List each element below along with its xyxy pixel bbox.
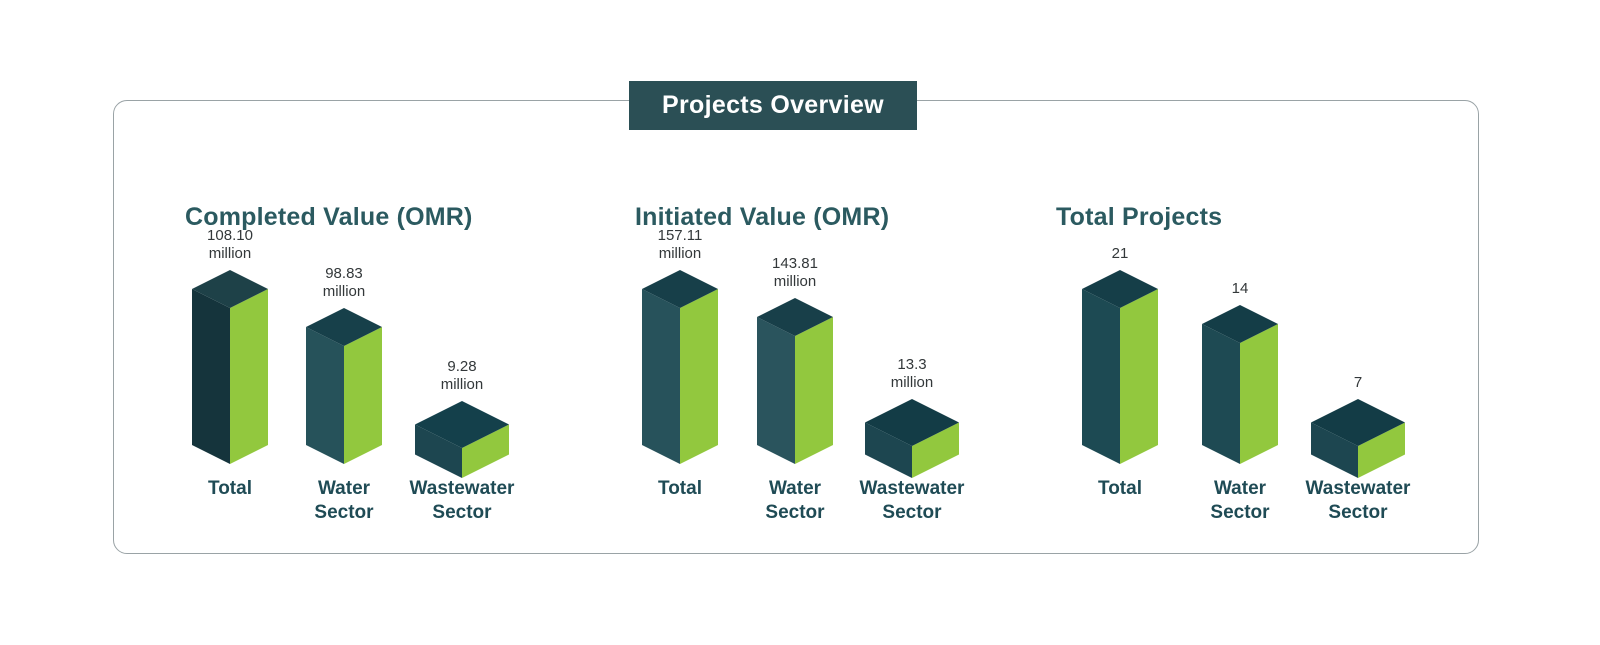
value-label-line: million [208,245,252,262]
chart-group-initiated-value: Initiated Value (OMR) 157.11 million Total… [600,160,1030,590]
category-label-wastewater-sector: Wastewater Sector [837,477,987,525]
bar-water-sector-right-face [795,317,833,464]
bar-total-right-face [230,289,268,464]
chart-title-completed-value: Completed Value (OMR) [185,202,473,231]
bar-total-top-face [642,270,718,308]
bar-water-sector-top-face [757,298,833,336]
value-label-line: 9.28 [447,358,477,375]
category-label-line: Water [1213,478,1267,499]
bar-water-sector-left-face [1202,324,1240,464]
value-label-line: 13.3 [897,356,927,373]
category-label-line: Sector [765,502,825,523]
bar-wastewater-sector-right-face [1358,422,1405,478]
category-label-line: Wastewater [409,478,515,499]
value-label-water-sector: 143.81 million [730,255,860,291]
bar-water-sector-top-face [306,308,382,346]
bar-wastewater-sector-left-face [1311,422,1358,478]
value-label-line: 7 [1353,374,1363,391]
value-label-wastewater-sector: 7 [1293,374,1423,392]
bar-wastewater-sector-right-face [462,424,509,478]
chart-group-total-projects: Total Projects 21 Total 14 Water Sector 7 Wast… [1030,160,1460,590]
category-label-line: Sector [882,502,942,523]
chart-title-total-projects: Total Projects [1056,202,1223,231]
bar-wastewater-sector-top-face [1311,399,1405,446]
bar-total-top-face [192,270,268,308]
category-label-line: Sector [314,502,374,523]
category-label-line: Wastewater [859,478,965,499]
bar-wastewater-sector-top-face [865,399,959,446]
isometric-bar-chart-total-projects [1082,270,1405,478]
value-label-line: million [322,283,366,300]
bar-wastewater-sector-left-face [865,422,912,478]
value-label-line: 108.10 [207,227,253,244]
value-label-wastewater-sector: 13.3 million [847,356,977,392]
category-label-line: Sector [1328,502,1388,523]
bar-wastewater-sector-top-face [415,401,509,448]
category-label-water-sector: Water Sector [269,477,419,525]
category-label-wastewater-sector: Wastewater Sector [1283,477,1433,525]
category-label-line: Total [1098,478,1142,499]
category-label-total: Total [605,477,755,501]
bar-total-right-face [1120,289,1158,464]
page-title: Projects Overview [662,91,884,119]
chart-group-completed-value: Completed Value (OMR) 108.10 million Total… [150,160,580,590]
bar-water-sector-right-face [1240,324,1278,464]
value-label-line: million [773,273,817,290]
bar-total-left-face [642,289,680,464]
value-label-line: 98.83 [325,265,363,282]
value-label-wastewater-sector: 9.28 million [397,358,527,394]
category-label-line: Sector [1210,502,1270,523]
value-label-total: 157.11 million [615,227,745,263]
bar-water-sector-right-face [344,327,382,464]
value-label-total: 108.10 million [165,227,295,263]
category-label-line: Total [208,478,252,499]
bar-wastewater-sector-left-face [415,424,462,478]
category-label-line: Water [768,478,822,499]
value-label-line: 21 [1111,245,1129,262]
value-label-line: million [440,376,484,393]
value-label-total: 21 [1055,245,1185,263]
value-label-water-sector: 98.83 million [279,265,409,301]
bar-water-sector-left-face [306,327,344,464]
bar-total-left-face [1082,289,1120,464]
category-label-total: Total [155,477,305,501]
bar-total-left-face [192,289,230,464]
value-label-line: 143.81 [772,255,818,272]
category-label-line: Sector [432,502,492,523]
category-label-wastewater-sector: Wastewater Sector [387,477,537,525]
category-label-water-sector: Water Sector [1165,477,1315,525]
page-title-banner: Projects Overview [629,81,917,130]
bar-wastewater-sector-right-face [912,422,959,478]
chart-title-initiated-value: Initiated Value (OMR) [635,202,890,231]
value-label-line: 157.11 [657,227,703,244]
category-label-total: Total [1045,477,1195,501]
bar-water-sector-left-face [757,317,795,464]
category-label-line: Total [658,478,702,499]
category-label-water-sector: Water Sector [720,477,870,525]
category-label-line: Wastewater [1305,478,1411,499]
bar-total-top-face [1082,270,1158,308]
bar-total-right-face [680,289,718,464]
value-label-line: million [890,374,934,391]
value-label-line: 14 [1231,280,1249,297]
value-label-water-sector: 14 [1175,280,1305,298]
isometric-bar-chart-completed-value [192,270,509,478]
value-label-line: million [658,245,702,262]
category-label-line: Water [317,478,371,499]
bar-water-sector-top-face [1202,305,1278,343]
isometric-bar-chart-initiated-value [642,270,959,478]
